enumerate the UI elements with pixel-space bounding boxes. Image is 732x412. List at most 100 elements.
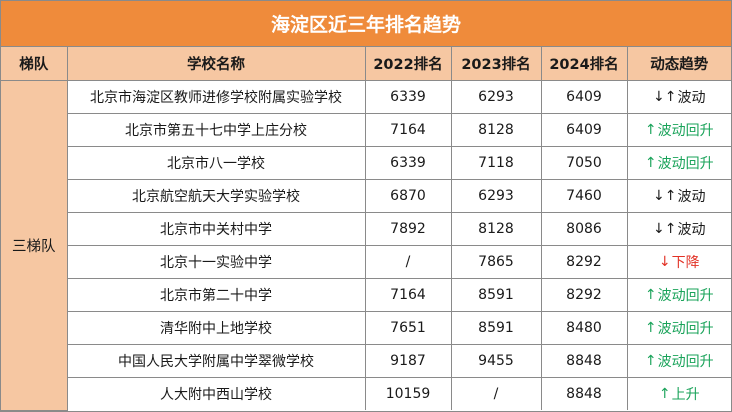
table-title: 海淀区近三年排名趋势 — [1, 1, 731, 47]
tier-cell: 三梯队 — [1, 80, 68, 411]
rank-2024-cell: 8292 — [540, 245, 628, 279]
rank-2024-cell: 8086 — [540, 212, 628, 246]
down-arrow-icon: ↓ — [658, 254, 671, 270]
rank-2023-cell: 8591 — [450, 278, 542, 312]
header-trend: 动态趋势 — [626, 47, 731, 81]
down-up-arrow-icon: ↓↑ — [653, 188, 677, 204]
table-row: 三梯队 北京市海淀区教师进修学校附属实验学校 6339 6293 6409 ↓↑ 波动 — [1, 80, 731, 411]
up-arrow-icon: ↑ — [644, 122, 657, 138]
school-name-cell: 北京市第五十七中学上庄分校 — [67, 113, 366, 147]
trend-label: 波动回升 — [657, 288, 714, 304]
rank-2023-cell: 7865 — [450, 245, 542, 279]
rank-2023-cell: 7118 — [450, 146, 542, 180]
trend-indicator: ↓↑ 波动 — [653, 87, 705, 107]
trend-cell: ↑ 波动回升 — [626, 278, 731, 312]
trend-indicator: ↑ 上升 — [659, 384, 700, 404]
rank-2024-cell: 8292 — [540, 278, 628, 312]
school-name-cell: 北京十一实验中学 — [67, 245, 366, 279]
table-row: 清华附中上地学校 7651 8591 8480 ↑ 波动回升 — [1, 311, 731, 345]
trend-indicator: ↓↑ 波动 — [653, 186, 705, 206]
rank-2023-cell: 6293 — [450, 80, 542, 114]
trend-label: 波动 — [677, 222, 706, 238]
school-name-cell: 人大附中西山学校 — [67, 377, 366, 410]
rank-2024-cell: 7050 — [540, 146, 628, 180]
rank-2022-cell: / — [364, 245, 452, 279]
trend-cell: ↓↑ 波动 — [626, 80, 731, 114]
rank-2024-cell: 8480 — [540, 311, 628, 345]
trend-indicator: ↓ 下降 — [659, 252, 700, 272]
table-body: 三梯队 北京市海淀区教师进修学校附属实验学校 6339 6293 6409 ↓↑ 波动 北京市… — [1, 80, 731, 411]
trend-label: 波动回升 — [657, 123, 714, 139]
header-row: 梯队 学校名称 2022排名 2023排名 2024排名 动态趋势 — [1, 47, 731, 81]
rank-2022-cell: 7164 — [364, 113, 452, 147]
trend-cell: ↓ 下降 — [626, 245, 731, 279]
up-arrow-icon: ↑ — [644, 353, 657, 369]
table-row: 北京市第二十中学 7164 8591 8292 ↑ 波动回升 — [1, 278, 731, 312]
table-row: 北京市第五十七中学上庄分校 7164 8128 6409 ↑ 波动回升 — [1, 113, 731, 147]
trend-indicator: ↑ 波动回升 — [645, 351, 714, 371]
trend-label: 波动 — [677, 189, 706, 205]
rank-2022-cell: 10159 — [364, 377, 452, 410]
up-arrow-icon: ↑ — [658, 386, 671, 402]
table-row: 北京市中关村中学 7892 8128 8086 ↓↑ 波动 — [1, 212, 731, 246]
rank-2024-cell: 8848 — [540, 377, 628, 410]
header-rank-2024: 2024排名 — [540, 47, 628, 81]
school-name-cell: 北京市八一学校 — [67, 146, 366, 180]
trend-indicator: ↑ 波动回升 — [645, 285, 714, 305]
header-rank-2022: 2022排名 — [364, 47, 452, 81]
trend-cell: ↑ 波动回升 — [626, 344, 731, 378]
rank-2022-cell: 7164 — [364, 278, 452, 312]
ranking-table: 梯队 学校名称 2022排名 2023排名 2024排名 动态趋势 三梯队 北京市… — [1, 47, 731, 411]
trend-indicator: ↓↑ 波动 — [653, 219, 705, 239]
rank-2023-cell: 8128 — [450, 212, 542, 246]
school-name-cell: 北京航空航天大学实验学校 — [67, 179, 366, 213]
rank-2022-cell: 6339 — [364, 80, 452, 114]
table-row: 中国人民大学附属中学翠微学校 9187 9455 8848 ↑ 波动回升 — [1, 344, 731, 378]
table-row: 北京航空航天大学实验学校 6870 6293 7460 ↓↑ 波动 — [1, 179, 731, 213]
trend-cell: ↑ 上升 — [626, 377, 731, 410]
rank-2024-cell: 8848 — [540, 344, 628, 378]
table-row: 人大附中西山学校 10159/8848 ↑ 上升 — [1, 377, 731, 410]
trend-label: 波动回升 — [657, 156, 714, 172]
trend-indicator: ↑ 波动回升 — [645, 318, 714, 338]
school-name-cell: 北京市海淀区教师进修学校附属实验学校 — [66, 80, 366, 114]
trend-label: 上升 — [671, 387, 700, 403]
rank-2024-cell: 6409 — [540, 113, 628, 147]
trend-cell: ↑ 波动回升 — [626, 146, 731, 180]
table-row: 北京十一实验中学/7865 8292 ↓ 下降 — [1, 245, 731, 279]
rank-2023-cell: 8591 — [450, 311, 542, 345]
trend-cell: ↓↑ 波动 — [626, 212, 731, 246]
header-tier: 梯队 — [1, 47, 68, 81]
school-name-cell: 北京市第二十中学 — [67, 278, 366, 312]
rank-2022-cell: 9187 — [364, 344, 452, 378]
rank-2024-cell: 6409 — [540, 80, 628, 114]
rank-2022-cell: 6339 — [364, 146, 452, 180]
trend-indicator: ↑ 波动回升 — [645, 120, 714, 140]
trend-cell: ↓↑ 波动 — [626, 179, 731, 213]
table-row: 北京市八一学校 6339 7118 7050 ↑ 波动回升 — [1, 146, 731, 180]
up-arrow-icon: ↑ — [644, 155, 657, 171]
rank-2023-cell: / — [450, 377, 542, 410]
rank-2022-cell: 6870 — [364, 179, 452, 213]
rank-2024-cell: 7460 — [540, 179, 628, 213]
down-up-arrow-icon: ↓↑ — [653, 89, 677, 105]
school-name-cell: 清华附中上地学校 — [67, 311, 366, 345]
rank-2023-cell: 9455 — [450, 344, 542, 378]
header-school: 学校名称 — [66, 47, 366, 81]
trend-cell: ↑ 波动回升 — [626, 113, 731, 147]
up-arrow-icon: ↑ — [644, 320, 657, 336]
rank-2022-cell: 7651 — [364, 311, 452, 345]
school-name-cell: 北京市中关村中学 — [67, 212, 366, 246]
rank-2022-cell: 7892 — [364, 212, 452, 246]
trend-label: 波动回升 — [657, 354, 714, 370]
trend-cell: ↑ 波动回升 — [626, 311, 731, 345]
up-arrow-icon: ↑ — [644, 287, 657, 303]
trend-label: 下降 — [671, 255, 700, 271]
rank-2023-cell: 8128 — [450, 113, 542, 147]
down-up-arrow-icon: ↓↑ — [653, 221, 677, 237]
rank-2023-cell: 6293 — [450, 179, 542, 213]
trend-label: 波动回升 — [657, 321, 714, 337]
school-name-cell: 中国人民大学附属中学翠微学校 — [67, 344, 366, 378]
header-rank-2023: 2023排名 — [450, 47, 542, 81]
